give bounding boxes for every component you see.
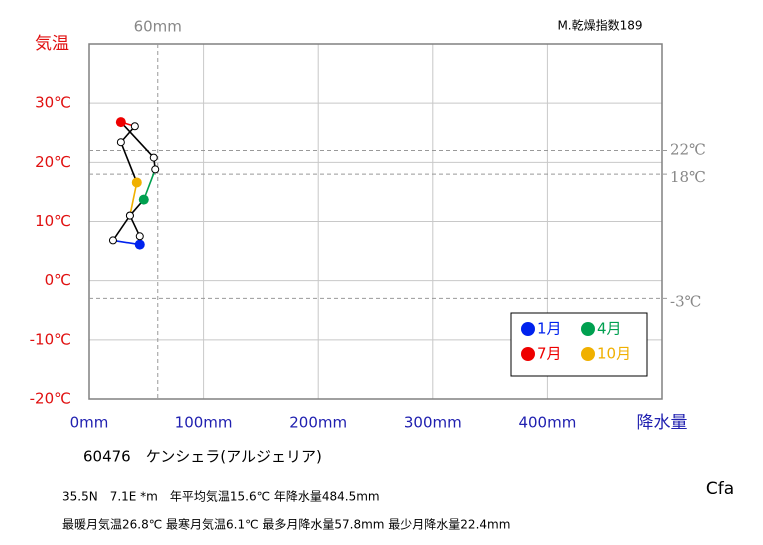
month-point: [115, 117, 126, 128]
y-tick-label: 0℃: [45, 271, 71, 289]
x-tick-label: 300mm: [404, 414, 462, 432]
month-point: [134, 239, 145, 250]
legend-label: 7月: [537, 345, 562, 363]
month-segment: [143, 169, 156, 200]
y-axis-label: 気温: [35, 34, 69, 54]
month-segment: [112, 215, 131, 241]
month-segment: [129, 182, 138, 216]
x-axis-label: 降水量: [637, 413, 688, 433]
y-tick-label: -10℃: [30, 330, 71, 348]
legend-marker: [521, 322, 535, 336]
month-point: [151, 165, 160, 174]
x-tick-label: 400mm: [518, 414, 576, 432]
month-point: [138, 194, 149, 205]
month-point: [130, 122, 139, 131]
climate-class: Cfa: [706, 479, 734, 499]
legend-marker: [521, 347, 535, 361]
legend-marker: [581, 347, 595, 361]
reference-label: -3℃: [670, 292, 701, 310]
info-line: 最暖月気温26.8℃ 最寒月気温6.1℃ 最多月降水量57.8mm 最少月降水量…: [62, 517, 510, 532]
y-tick-label: -20℃: [30, 390, 71, 408]
legend-label: 10月: [597, 345, 631, 363]
station: 60476 ケンシェラ(アルジェリア): [83, 448, 322, 466]
x-tick-label: 200mm: [289, 414, 347, 432]
reference-label: 60mm: [134, 18, 182, 36]
month-point: [108, 236, 117, 245]
month-point: [149, 153, 158, 162]
legend-marker: [581, 322, 595, 336]
month-segment: [120, 141, 138, 183]
reference-label: 18℃: [670, 168, 706, 186]
reference-label: 22℃: [670, 141, 706, 159]
month-segment: [120, 121, 155, 159]
legend-label: 4月: [597, 320, 622, 338]
y-tick-label: 10℃: [35, 212, 71, 230]
x-tick-label: 100mm: [175, 414, 233, 432]
plot-border: [88, 43, 663, 400]
y-tick-label: 30℃: [35, 94, 71, 112]
month-point: [116, 138, 125, 147]
y-tick-label: 20℃: [35, 153, 71, 171]
legend-box: [510, 312, 648, 377]
month-point: [125, 211, 134, 220]
dryness-index: M.乾燥指数189: [557, 18, 642, 33]
legend-label: 1月: [537, 320, 562, 338]
x-tick-label: 0mm: [70, 414, 109, 432]
month-point: [131, 177, 142, 188]
month-point: [135, 232, 144, 241]
info-line: 35.5N 7.1E *m 年平均気温15.6℃ 年降水量484.5mm: [62, 489, 380, 504]
